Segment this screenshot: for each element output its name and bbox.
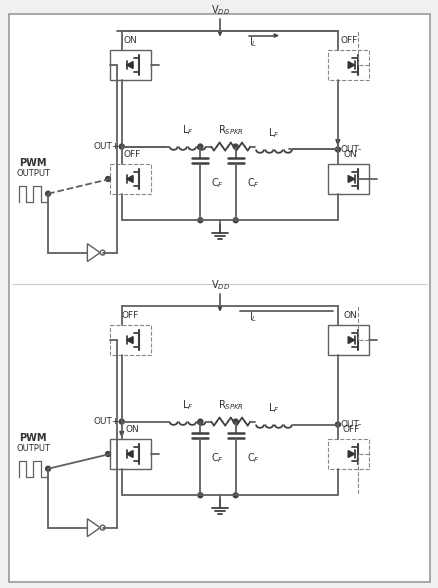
Bar [110, 164, 151, 193]
Text: R$_{SPKR}$: R$_{SPKR}$ [217, 398, 243, 412]
Text: OUTPUT: OUTPUT [16, 443, 50, 453]
Text: C$_F$: C$_F$ [246, 176, 259, 191]
Bar [327, 325, 368, 355]
Polygon shape [347, 450, 354, 457]
Text: OFF: OFF [341, 425, 358, 435]
Circle shape [46, 466, 50, 471]
Bar [110, 51, 151, 80]
Text: L$_F$: L$_F$ [181, 398, 193, 412]
Circle shape [233, 218, 238, 223]
Circle shape [105, 176, 110, 182]
Circle shape [119, 144, 124, 149]
Text: L$_F$: L$_F$ [268, 126, 279, 140]
Text: C$_F$: C$_F$ [211, 176, 223, 191]
Text: ON: ON [343, 151, 357, 159]
Text: PWM: PWM [20, 433, 47, 443]
Circle shape [233, 493, 238, 497]
Polygon shape [127, 62, 133, 68]
Circle shape [335, 147, 339, 152]
Polygon shape [347, 62, 354, 68]
Text: ON: ON [125, 425, 139, 435]
Polygon shape [347, 176, 354, 182]
Bar [327, 164, 368, 193]
Circle shape [46, 191, 50, 196]
Circle shape [105, 452, 110, 456]
Text: L$_F$: L$_F$ [268, 401, 279, 415]
Text: OFF: OFF [124, 151, 141, 159]
Polygon shape [347, 336, 354, 343]
Circle shape [233, 419, 238, 424]
Polygon shape [218, 31, 222, 35]
Text: OUT+: OUT+ [93, 142, 120, 151]
Polygon shape [335, 140, 339, 145]
Text: ON: ON [343, 312, 357, 320]
Circle shape [119, 419, 124, 424]
Circle shape [198, 144, 202, 149]
FancyBboxPatch shape [9, 14, 429, 582]
Text: PWM: PWM [20, 158, 47, 168]
Circle shape [198, 419, 202, 424]
Bar [110, 439, 151, 469]
Bar [110, 325, 151, 355]
Text: C$_F$: C$_F$ [246, 452, 259, 465]
Polygon shape [127, 450, 133, 457]
Text: V$_{DD}$: V$_{DD}$ [210, 3, 229, 17]
Text: OFF: OFF [339, 36, 357, 45]
Polygon shape [127, 176, 133, 182]
Circle shape [233, 144, 238, 149]
Polygon shape [218, 306, 222, 310]
Text: OUT+: OUT+ [93, 417, 120, 426]
Polygon shape [127, 336, 133, 343]
Text: I$_L$: I$_L$ [249, 310, 257, 325]
Circle shape [198, 493, 202, 497]
Circle shape [198, 218, 202, 223]
Text: OUT-: OUT- [340, 145, 361, 154]
Text: C$_F$: C$_F$ [211, 452, 223, 465]
Text: OUT-: OUT- [340, 420, 361, 429]
Polygon shape [273, 34, 277, 37]
Text: OUTPUT: OUTPUT [16, 169, 50, 178]
Text: OFF: OFF [122, 312, 139, 320]
Bar [327, 439, 368, 469]
Text: ON: ON [124, 36, 137, 45]
Circle shape [335, 422, 339, 427]
Text: R$_{SPKR}$: R$_{SPKR}$ [217, 123, 243, 137]
Text: V$_{DD}$: V$_{DD}$ [210, 278, 229, 292]
Bar [327, 51, 368, 80]
Polygon shape [120, 432, 124, 436]
Text: I$_L$: I$_L$ [249, 35, 257, 49]
Text: L$_F$: L$_F$ [181, 123, 193, 137]
